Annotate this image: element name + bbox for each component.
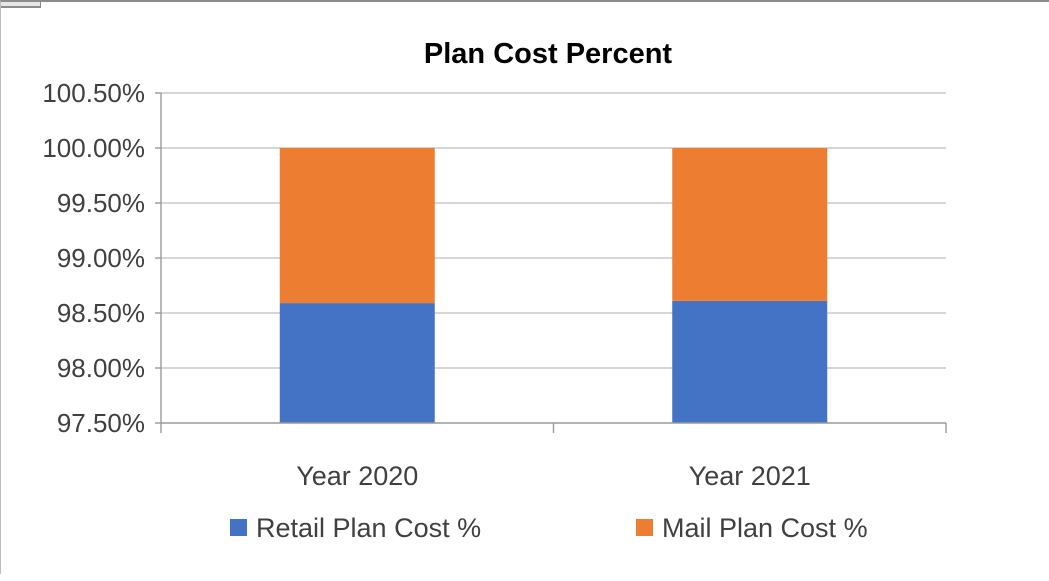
bar-mail-1 xyxy=(279,148,435,304)
bar-retail-2 xyxy=(672,300,828,423)
y-tick-label: 98.50% xyxy=(57,298,145,328)
chart-corner-tab xyxy=(1,2,41,8)
y-tick-label: 100.00% xyxy=(42,133,145,163)
bar-retail-1 xyxy=(279,303,435,423)
legend: Retail Plan Cost % Mail Plan Cost % xyxy=(230,513,868,543)
y-tick-labels: 97.50% 98.00% 98.50% 99.00% 99.50% 100.00% 100… xyxy=(42,78,145,438)
axes xyxy=(160,93,947,433)
y-tick-label: 100.50% xyxy=(42,78,145,108)
x-category-labels: Year 2020 Year 2021 xyxy=(296,461,811,491)
gridlines xyxy=(155,92,946,424)
legend-label-mail: Mail Plan Cost % xyxy=(662,513,868,543)
legend-swatch-retail xyxy=(230,519,247,536)
y-tick-label: 99.00% xyxy=(57,243,145,273)
y-tick-label: 99.50% xyxy=(57,188,145,218)
y-tick-label: 97.50% xyxy=(57,408,145,438)
x-category-label: Year 2020 xyxy=(296,461,418,491)
bars xyxy=(279,148,828,423)
legend-swatch-mail xyxy=(636,519,653,536)
bar-mail-2 xyxy=(672,148,828,301)
legend-label-retail: Retail Plan Cost % xyxy=(256,513,481,543)
x-category-label: Year 2021 xyxy=(689,461,811,491)
chart-title: Plan Cost Percent xyxy=(424,38,673,70)
y-tick-label: 98.00% xyxy=(57,353,145,383)
